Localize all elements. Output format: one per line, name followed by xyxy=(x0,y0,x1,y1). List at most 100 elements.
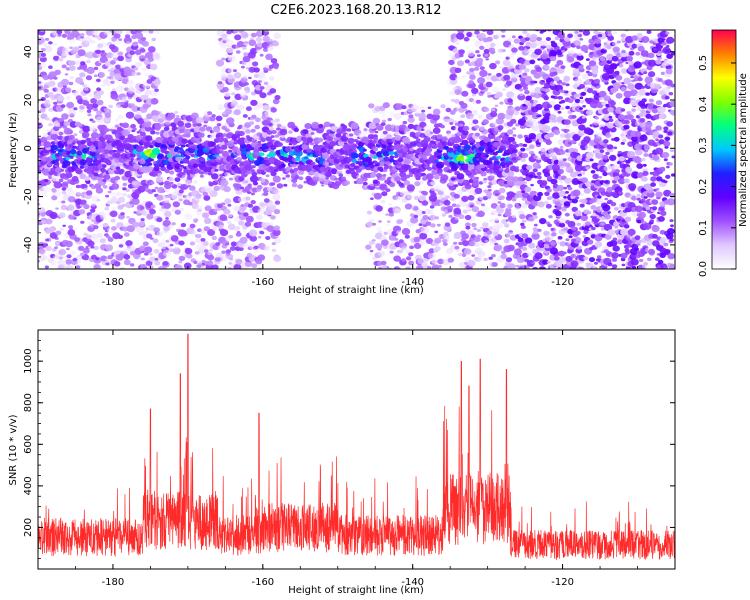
heatmap-cell xyxy=(196,123,202,127)
heatmap-cell xyxy=(75,77,84,84)
heatmap-cell xyxy=(545,139,552,145)
heatmap-cell xyxy=(531,266,539,269)
heatmap-cell xyxy=(507,38,512,42)
heatmap-cell xyxy=(210,141,216,147)
heatmap-cell xyxy=(481,30,488,32)
heatmap-cell xyxy=(206,188,214,194)
heatmap-cell xyxy=(178,198,183,202)
heatmap-cell xyxy=(328,181,332,184)
heatmap-cell xyxy=(572,68,579,74)
heatmap-cell xyxy=(58,57,64,62)
heatmap-cell xyxy=(282,177,286,180)
heatmap-cell xyxy=(115,179,121,184)
heatmap-cell xyxy=(38,122,43,127)
heatmap-cell xyxy=(238,176,245,182)
heatmap-cell xyxy=(47,91,54,97)
heatmap-cell xyxy=(196,205,203,210)
heatmap-cell xyxy=(380,122,386,126)
heatmap-cell xyxy=(443,233,450,240)
heatmap-cell xyxy=(124,34,131,39)
heatmap-cell xyxy=(51,188,57,193)
heatmap-cell xyxy=(102,185,108,189)
heatmap-cell xyxy=(111,196,117,201)
heatmap-cell xyxy=(540,40,548,47)
heatmap-cell xyxy=(115,118,120,122)
heatmap-cell xyxy=(519,93,524,96)
heatmap-cell xyxy=(174,209,181,215)
heatmap-cell xyxy=(240,186,245,190)
heatmap-cell xyxy=(571,114,577,119)
heatmap-cell xyxy=(462,125,470,132)
heatmap-cell xyxy=(513,110,520,116)
heatmap-cell xyxy=(80,220,85,224)
heatmap-cell xyxy=(73,228,78,231)
heatmap-cell xyxy=(51,195,58,201)
heatmap-cell xyxy=(147,162,153,166)
heatmap-cell xyxy=(620,141,625,145)
heatmap-cell xyxy=(190,230,197,235)
heatmap-cell xyxy=(41,156,49,162)
heatmap-cell xyxy=(630,75,634,79)
heatmap-cell xyxy=(76,191,82,196)
heatmap-cell xyxy=(253,67,260,73)
heatmap-cell xyxy=(591,226,596,231)
heatmap-cell xyxy=(563,201,571,207)
heatmap-cell xyxy=(116,85,125,92)
heatmap-cell xyxy=(201,259,206,263)
heatmap-cell xyxy=(129,50,136,56)
heatmap-cell xyxy=(86,109,92,114)
heatmap-cell xyxy=(479,45,485,50)
heatmap-cell xyxy=(553,104,562,111)
heatmap-cell xyxy=(235,258,243,265)
heatmap-cell xyxy=(43,88,49,93)
heatmap-cell xyxy=(57,135,64,141)
heatmap-cell xyxy=(62,224,66,227)
heatmap-cell xyxy=(131,71,138,77)
heatmap-cell xyxy=(96,198,101,202)
heatmap-cell xyxy=(61,255,67,259)
heatmap-cell xyxy=(82,99,88,104)
heatmap-cell xyxy=(242,229,247,232)
heatmap-cells xyxy=(38,30,675,269)
heatmap-cell xyxy=(633,61,642,69)
heatmap-cell xyxy=(341,176,346,181)
heatmap-cell xyxy=(48,41,53,45)
heatmap-cell xyxy=(38,248,46,255)
heatmap-cell xyxy=(156,217,163,223)
heatmap-cell xyxy=(274,66,279,70)
heatmap-cell xyxy=(226,30,232,35)
heatmap-cell xyxy=(195,244,203,251)
heatmap-cell xyxy=(251,171,258,177)
heatmap-cell xyxy=(489,62,497,70)
heatmap-cell xyxy=(563,227,569,231)
heatmap-cell xyxy=(485,75,492,81)
heatmap-cell xyxy=(422,191,429,196)
heatmap-cell xyxy=(233,263,242,269)
heatmap-cell xyxy=(72,257,78,262)
heatmap-cell xyxy=(613,136,620,142)
heatmap-cell xyxy=(456,32,465,40)
heatmap-cell xyxy=(607,107,614,113)
heatmap-cell xyxy=(45,37,50,41)
heatmap-cell xyxy=(521,152,529,159)
heatmap-cell xyxy=(155,84,160,87)
heatmap-cell xyxy=(372,117,381,125)
heatmap-cell xyxy=(496,155,502,160)
heatmap-cell xyxy=(511,215,516,218)
heatmap-cell xyxy=(127,245,136,252)
heatmap-cell xyxy=(362,181,368,186)
heatmap-cell xyxy=(246,151,251,155)
heatmap-cell xyxy=(76,254,83,261)
heatmap-cell xyxy=(101,84,106,87)
heatmap-cell xyxy=(224,198,232,205)
heatmap-cell xyxy=(294,157,301,162)
heatmap-cell xyxy=(440,124,445,129)
heatmap-cell xyxy=(105,194,110,198)
heatmap-cell xyxy=(116,30,123,35)
heatmap-cell xyxy=(421,109,426,113)
heatmap-cell xyxy=(584,221,591,226)
heatmap-cell xyxy=(228,177,234,181)
heatmap-cell xyxy=(115,166,121,170)
heatmap-cell xyxy=(223,208,231,215)
heatmap-cell xyxy=(225,164,232,170)
